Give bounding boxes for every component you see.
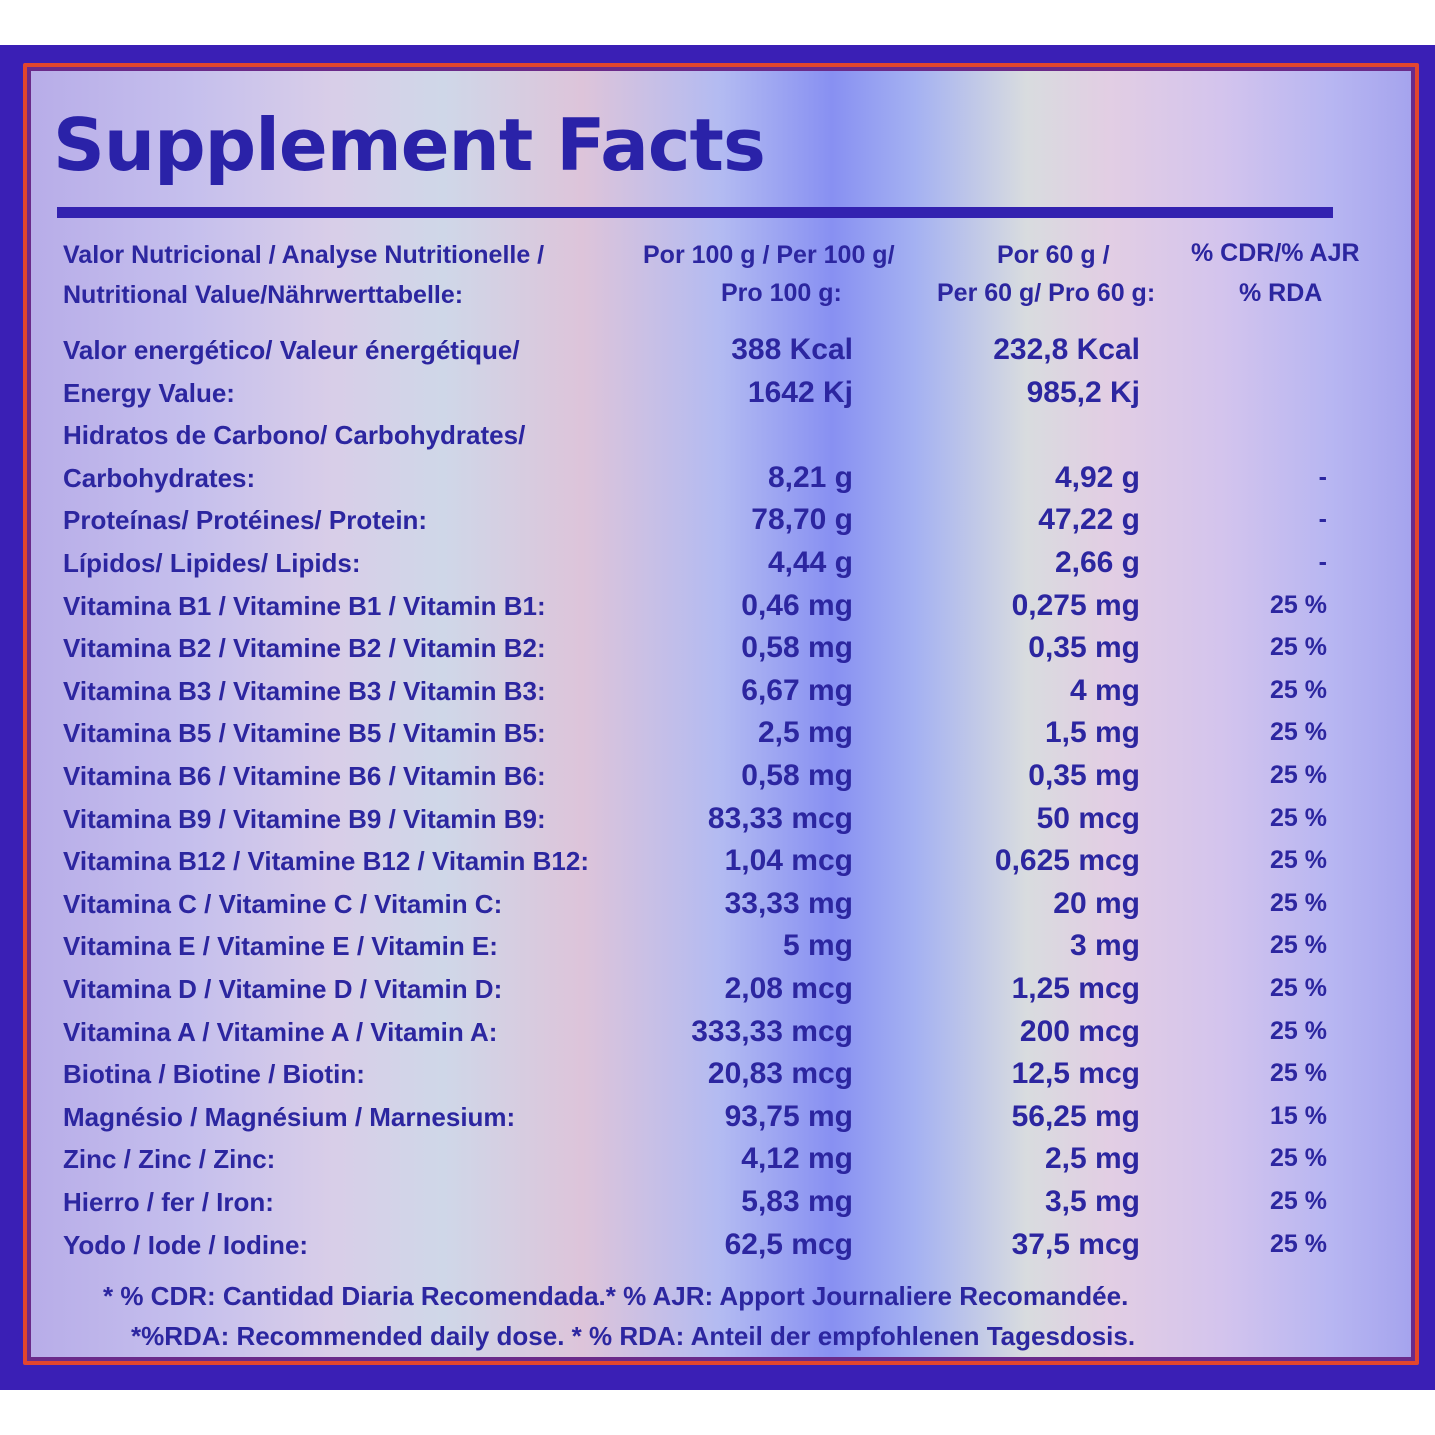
value-per-100g: 8,21 g (767, 461, 853, 494)
nutrient-name: Biotina / Biotine / Biotin: (63, 1059, 365, 1089)
header-col-nutrient-2: Nutritional Value/Nährwerttabelle: (63, 281, 464, 309)
value-per-100g: 1,04 mcg (724, 844, 853, 877)
value-rda-percent: 15 % (1270, 1102, 1327, 1130)
value-rda-percent: 25 % (1270, 1059, 1327, 1087)
header-col-per60-2: Per 60 g/ Pro 60 g: (937, 279, 1156, 307)
value-per-60g: 0,35 mg (1028, 631, 1140, 664)
value-per-60g: 12,5 mcg (1011, 1057, 1140, 1090)
value-rda-percent: - (1318, 548, 1327, 576)
value-per-60g: 3,5 mg (1044, 1185, 1140, 1218)
value-rda-percent: 25 % (1270, 1017, 1327, 1045)
value-per-60g: 3 mg (1069, 929, 1140, 962)
value-per-100g: 93,75 mg (724, 1100, 853, 1133)
value-per-60g: 4,92 g (1054, 461, 1140, 494)
nutrient-name: Vitamina B2 / Vitamine B2 / Vitamin B2: (63, 633, 546, 663)
value-per-60g: 56,25 mg (1011, 1100, 1140, 1133)
value-rda-percent: 25 % (1270, 931, 1327, 959)
value-per-100g: 4,44 g (767, 546, 853, 579)
value-rda-percent: 25 % (1270, 761, 1327, 789)
nutrient-name: Vitamina B5 / Vitamine B5 / Vitamin B5: (63, 718, 546, 748)
value-per-100g: 20,83 mcg (707, 1057, 853, 1090)
nutrient-name: Magnésio / Magnésium / Marnesium: (63, 1102, 516, 1132)
nutrient-name: Vitamina E / Vitamine E / Vitamin E: (63, 931, 498, 961)
nutrient-name: Vitamina A / Vitamine A / Vitamin A: (63, 1017, 498, 1047)
header-col-per100: Por 100 g / Per 100 g/ (643, 241, 895, 269)
header-col-per60: Por 60 g / (997, 241, 1110, 269)
value-per-60g: 20 mg (1053, 887, 1140, 920)
value-per-100g: 388 Kcal (731, 333, 853, 366)
value-per-60g: 0,625 mcg (994, 844, 1140, 877)
value-per-60g: 4 mg (1069, 674, 1140, 707)
label-frame: Supplement Facts Valor Nutricional / Ana… (0, 45, 1435, 1390)
value-per-100g: 0,46 mg (741, 589, 853, 622)
value-rda-percent: 25 % (1270, 1230, 1327, 1258)
value-per-100g: 2,08 mcg (724, 972, 853, 1005)
value-per-60g: 47,22 g (1038, 503, 1140, 536)
value-per-100g: 62,5 mcg (724, 1228, 853, 1261)
value-per-60g: 1,5 mg (1044, 716, 1140, 749)
value-per-100g: 2,5 mg (757, 716, 853, 749)
header-col-rda-2: % RDA (1239, 279, 1323, 307)
nutrient-name: Proteínas/ Protéines/ Protein: (63, 505, 428, 535)
value-per-100g: 78,70 g (751, 503, 853, 536)
title-divider (57, 207, 1333, 218)
value-rda-percent: 25 % (1270, 591, 1327, 619)
value-rda-percent: 25 % (1270, 718, 1327, 746)
value-per-100g: 5 mg (782, 929, 853, 962)
nutrient-name: Vitamina D / Vitamine D / Vitamin D: (63, 974, 503, 1004)
nutrient-name: Vitamina B1 / Vitamine B1 / Vitamin B1: (63, 591, 546, 621)
nutrient-name: Valor energético/ Valeur énergétique/ (63, 335, 520, 365)
value-per-60g: 985,2 Kj (1026, 376, 1140, 409)
value-rda-percent: - (1318, 505, 1327, 533)
nutrient-name: Vitamina C / Vitamine C / Vitamin C: (63, 889, 503, 919)
value-per-100g: 5,83 mg (741, 1185, 853, 1218)
value-per-60g: 1,25 mcg (1011, 972, 1140, 1005)
value-per-60g: 232,8 Kcal (993, 333, 1140, 366)
supplement-facts-panel: Supplement Facts Valor Nutricional / Ana… (23, 63, 1419, 1365)
value-per-100g: 4,12 mg (741, 1142, 853, 1175)
value-rda-percent: 25 % (1270, 1187, 1327, 1215)
nutrient-name: Vitamina B6 / Vitamine B6 / Vitamin B6: (63, 761, 546, 791)
nutrient-name: Hierro / fer / Iron: (63, 1187, 274, 1217)
value-per-100g: 33,33 mg (724, 887, 853, 920)
value-per-60g: 2,5 mg (1044, 1142, 1140, 1175)
value-per-60g: 0,35 mg (1028, 759, 1140, 792)
value-rda-percent: - (1318, 463, 1327, 491)
header-col-per100-2: Pro 100 g: (721, 279, 842, 307)
value-per-100g: 0,58 mg (741, 631, 853, 664)
value-rda-percent: 25 % (1270, 633, 1327, 661)
value-rda-percent: 25 % (1270, 974, 1327, 1002)
value-per-60g: 2,66 g (1054, 546, 1140, 579)
value-rda-percent: 25 % (1270, 676, 1327, 704)
value-per-100g: 333,33 mcg (691, 1015, 853, 1048)
nutrient-name: Carbohydrates: (63, 463, 256, 493)
value-rda-percent: 25 % (1270, 889, 1327, 917)
footnote-cdr: * % CDR: Cantidad Diaria Recomendada.* %… (103, 1281, 1129, 1311)
nutrient-name: Zinc / Zinc / Zinc: (63, 1144, 276, 1174)
value-rda-percent: 25 % (1270, 846, 1327, 874)
nutrient-name: Hidratos de Carbono/ Carbohydrates/ (63, 420, 526, 450)
page-title: Supplement Facts (53, 103, 766, 187)
footnote-rda: *%RDA: Recommended daily dose. * % RDA: … (131, 1321, 1136, 1351)
value-rda-percent: 25 % (1270, 1144, 1327, 1172)
value-per-60g: 200 mcg (1019, 1015, 1140, 1048)
header-col-rda: % CDR/% AJR (1191, 239, 1360, 267)
nutrient-name: Vitamina B3 / Vitamine B3 / Vitamin B3: (63, 676, 546, 706)
value-per-60g: 37,5 mcg (1011, 1228, 1140, 1261)
value-per-100g: 1642 Kj (747, 376, 853, 409)
value-per-60g: 50 mcg (1036, 802, 1140, 835)
nutrient-name: Vitamina B12 / Vitamine B12 / Vitamin B1… (63, 846, 589, 876)
value-per-100g: 83,33 mcg (707, 802, 853, 835)
value-per-100g: 0,58 mg (741, 759, 853, 792)
value-per-60g: 0,275 mg (1011, 589, 1140, 622)
nutrient-name: Yodo / Iode / Iodine: (63, 1230, 309, 1260)
value-per-100g: 6,67 mg (741, 674, 853, 707)
header-col-nutrient: Valor Nutricional / Analyse Nutritionell… (63, 241, 545, 269)
value-rda-percent: 25 % (1270, 804, 1327, 832)
nutrient-name: Vitamina B9 / Vitamine B9 / Vitamin B9: (63, 804, 546, 834)
nutrient-name: Energy Value: (63, 378, 235, 408)
nutrient-name: Lípidos/ Lipides/ Lipids: (63, 548, 361, 578)
